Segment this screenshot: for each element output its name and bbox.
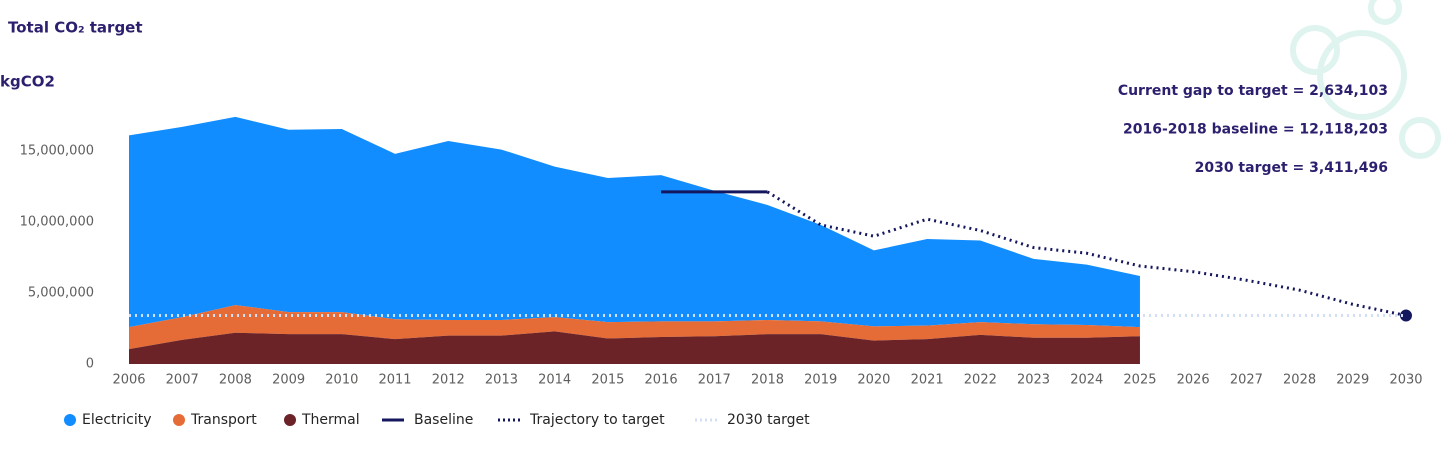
legend-swatch <box>173 414 185 426</box>
legend-label: Thermal <box>301 412 360 428</box>
line <box>766 190 1407 318</box>
chart-title: Total CO₂ target <box>8 19 143 37</box>
x-tick-label: 2009 <box>272 373 305 388</box>
area <box>129 305 1140 350</box>
x-tick-label: 2022 <box>964 373 997 388</box>
x-tick-label: 2007 <box>166 373 199 388</box>
x-tick-label: 2025 <box>1123 373 1156 388</box>
legend-label: Electricity <box>82 412 152 428</box>
area <box>129 331 1140 364</box>
legend-label: Trajectory to target <box>529 412 665 428</box>
y-tick-label: 0 <box>86 357 94 372</box>
decor-icon <box>1290 0 1441 159</box>
x-tick-label: 2013 <box>485 373 518 388</box>
annotation: 2030 target = 3,411,496 <box>1195 160 1388 176</box>
x-tick-label: 2021 <box>911 373 944 388</box>
x-tick-label: 2011 <box>378 373 411 388</box>
x-tick-label: 2012 <box>432 373 465 388</box>
x-tick-label: 2017 <box>698 373 731 388</box>
y-tick-label: 10,000,000 <box>20 215 94 230</box>
x-tick-label: 2014 <box>538 373 571 388</box>
legend-swatch <box>284 414 296 426</box>
x-tick-label: 2016 <box>645 373 678 388</box>
x-tick-label: 2027 <box>1230 373 1263 388</box>
y-axis-label: kgCO2 <box>0 73 55 91</box>
area <box>129 116 1140 328</box>
legend-label: Baseline <box>414 412 473 428</box>
x-tick-label: 2010 <box>325 373 358 388</box>
annotation: 2016-2018 baseline = 12,118,203 <box>1123 122 1388 138</box>
x-tick-label: 2028 <box>1283 373 1316 388</box>
x-tick-label: 2030 <box>1389 373 1422 388</box>
x-tick-label: 2023 <box>1017 373 1050 388</box>
annotation: Current gap to target = 2,634,103 <box>1118 83 1388 99</box>
x-tick-label: 2029 <box>1336 373 1369 388</box>
x-tick-label: 2020 <box>857 373 890 388</box>
x-tick-label: 2018 <box>751 373 784 388</box>
x-tick-label: 2024 <box>1070 373 1103 388</box>
y-tick-label: 15,000,000 <box>20 144 94 159</box>
x-tick-label: 2006 <box>112 373 145 388</box>
legend-label: Transport <box>190 412 257 428</box>
x-tick-label: 2026 <box>1177 373 1210 388</box>
x-tick-label: 2015 <box>591 373 624 388</box>
x-tick-label: 2019 <box>804 373 837 388</box>
legend-label: 2030 target <box>727 412 810 428</box>
y-tick-label: 5,000,000 <box>28 286 94 301</box>
x-tick-label: 2008 <box>219 373 252 388</box>
end-marker <box>1400 309 1412 322</box>
legend-swatch <box>64 414 76 426</box>
